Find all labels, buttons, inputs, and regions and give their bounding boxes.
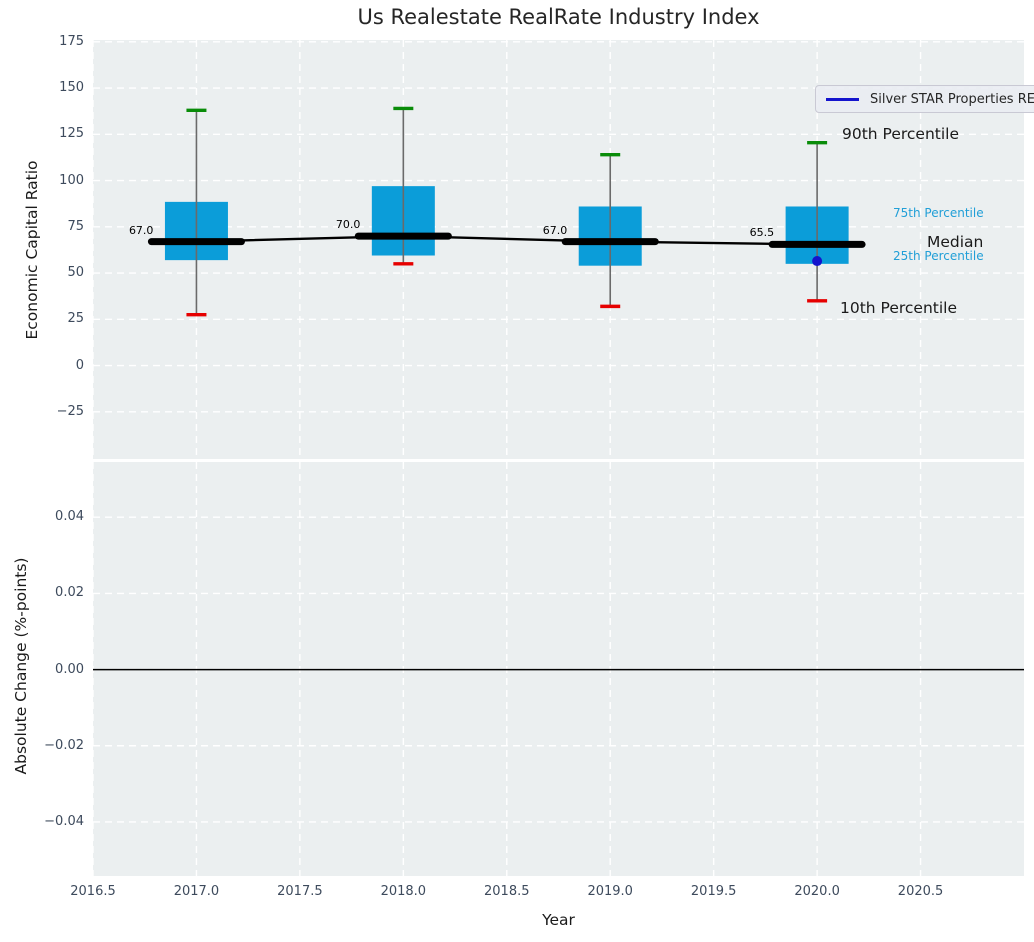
bottom-y-tick-label: 0.04	[55, 509, 84, 525]
x-tick-label: 2020.5	[897, 884, 944, 899]
median-value-label: 70.0	[335, 218, 361, 232]
x-tick-label: 2020.0	[794, 884, 840, 899]
chart-title: Us Realestate RealRate Industry Index	[357, 5, 760, 29]
x-axis-label: Year	[542, 911, 575, 929]
x-tick-label: 2016.5	[70, 884, 116, 899]
top-y-tick-label: 50	[67, 265, 84, 281]
annotation-90th-percentile: 90th Percentile	[842, 124, 960, 143]
top-plot-canvas	[93, 40, 1024, 459]
annotation-10th-percentile: 10th Percentile	[840, 298, 958, 317]
bottom-y-tick-label: −0.04	[44, 813, 84, 829]
top-axes-panel: Silver STAR Properties REIT INC	[93, 40, 1034, 459]
x-tick-label: 2019.5	[690, 884, 737, 899]
bottom-y-tick-label: 0.00	[55, 661, 84, 677]
x-tick-label: 2018.0	[380, 884, 427, 899]
legend-line-sample	[826, 97, 859, 101]
x-tick-label: 2018.5	[484, 884, 530, 899]
bottom-y-tick-label: 0.02	[55, 585, 84, 601]
top-y-tick-label: 150	[59, 80, 84, 96]
top-y-tick-label: 0	[75, 357, 84, 373]
median-value-label: 67.0	[542, 223, 568, 237]
x-tick-label: 2017.5	[277, 884, 323, 899]
bottom-axes-panel	[93, 462, 1024, 876]
median-value-label: 65.5	[749, 226, 775, 240]
top-y-tick-label: 25	[67, 311, 84, 327]
company-data-point	[812, 256, 823, 267]
legend-label: Silver STAR Properties REIT INC	[870, 91, 1034, 107]
annotation-75th-percentile: 75th Percentile	[893, 206, 984, 221]
annotation-median: Median	[927, 233, 984, 252]
bottom-plot-canvas	[93, 462, 1024, 876]
median-trend-line	[196, 234, 818, 246]
median-value-label: 67.0	[128, 223, 154, 237]
legend: Silver STAR Properties REIT INC	[815, 85, 1034, 113]
top-y-tick-label: −25	[56, 403, 84, 419]
top-y-tick-label: 175	[59, 33, 84, 49]
top-y-tick-label: 100	[59, 172, 84, 188]
top-y-tick-label: 125	[59, 126, 84, 142]
x-tick-label: 2019.0	[587, 884, 633, 899]
bottom-y-tick-label: −0.02	[44, 737, 84, 753]
annotation-25th-percentile: 25th Percentile	[893, 248, 984, 263]
top-y-tick-label: 75	[67, 218, 84, 234]
x-tick-label: 2017.0	[173, 884, 220, 899]
